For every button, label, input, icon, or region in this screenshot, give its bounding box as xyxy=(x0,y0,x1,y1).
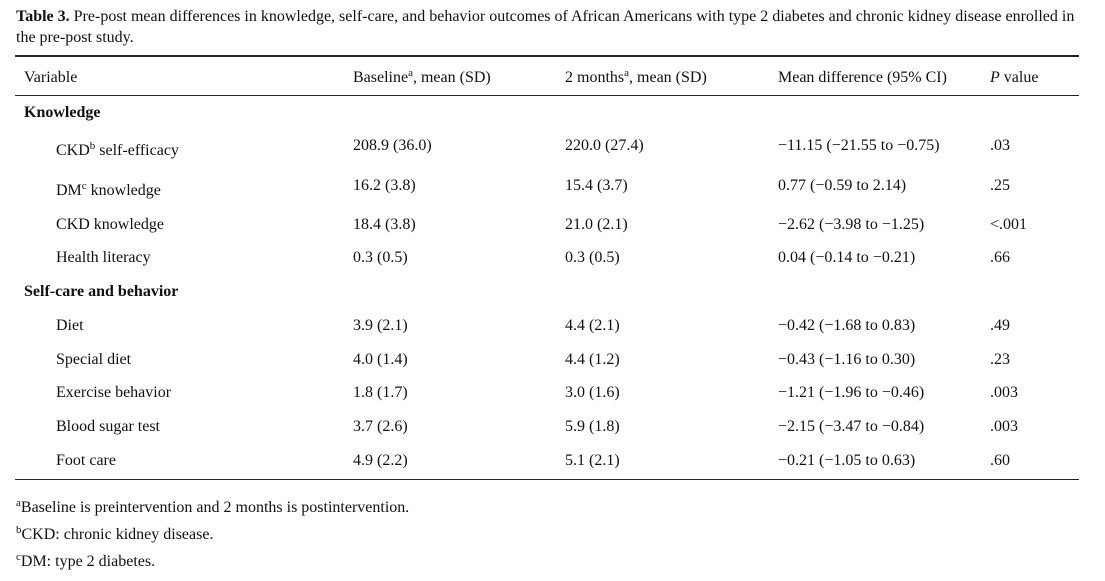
row-two-months: 21.0 (2.1) xyxy=(565,216,628,233)
row-variable-name: Diet xyxy=(56,317,84,334)
top-rule xyxy=(15,55,1079,57)
row-variable: CKDb self-efficacy xyxy=(56,141,179,161)
row-variable-name: CKD knowledge xyxy=(56,216,164,233)
header-two-months-sup: a xyxy=(624,67,630,79)
row-variable-name: CKD xyxy=(56,142,90,159)
header-variable-label: Variable xyxy=(24,69,78,86)
header-baseline: Baselinea, mean (SD) xyxy=(353,68,491,88)
table-title: Pre-post mean differences in knowledge, … xyxy=(16,8,1075,46)
row-mean-difference: 0.04 (−0.14 to −0.21) xyxy=(778,249,916,266)
header-baseline-sup: a xyxy=(408,67,413,79)
table-label: Table 3. xyxy=(16,8,70,25)
row-baseline: 18.4 (3.8) xyxy=(353,216,416,233)
row-variable-sup: b xyxy=(89,140,96,152)
row-p-value: .03 xyxy=(990,137,1010,154)
row-baseline: 3.9 (2.1) xyxy=(353,317,408,334)
row-variable: DMc knowledge xyxy=(56,181,161,201)
row-mean-difference: −2.15 (−3.47 to −0.84) xyxy=(778,418,925,435)
row-baseline: 208.9 (36.0) xyxy=(353,137,432,154)
footnote-marker: b xyxy=(16,524,22,536)
row-variable-name: Foot care xyxy=(56,452,116,469)
row-two-months: 220.0 (27.4) xyxy=(565,137,644,154)
row-variable: Blood sugar test xyxy=(56,417,160,437)
row-two-months: 5.9 (1.8) xyxy=(565,418,620,435)
row-variable-name: Exercise behavior xyxy=(56,384,172,401)
row-two-months: 15.4 (3.7) xyxy=(565,177,628,194)
header-two-months: 2 monthsa, mean (SD) xyxy=(565,68,707,88)
section-knowledge: Knowledge xyxy=(24,104,101,121)
row-variable: Exercise behavior xyxy=(56,383,171,403)
row-variable-name: Health literacy xyxy=(56,249,151,266)
footnote-text: CKD: chronic kidney disease. xyxy=(21,526,214,543)
footnote-marker: a xyxy=(16,497,21,509)
header-p-value: P value xyxy=(990,68,1038,88)
header-baseline-label: Baseline xyxy=(353,69,409,86)
row-p-value: .003 xyxy=(990,418,1018,435)
row-baseline: 3.7 (2.6) xyxy=(353,418,408,435)
row-p-value: .25 xyxy=(990,177,1010,194)
row-baseline: 16.2 (3.8) xyxy=(353,177,416,194)
row-p-value: .66 xyxy=(990,249,1010,266)
row-variable: Foot care xyxy=(56,451,116,471)
footnote: aBaseline is preintervention and 2 month… xyxy=(16,498,409,518)
row-variable: Diet xyxy=(56,316,84,336)
row-p-value: <.001 xyxy=(990,216,1028,233)
row-two-months: 5.1 (2.1) xyxy=(565,452,620,469)
header-two-months-suffix: , mean (SD) xyxy=(629,69,707,86)
row-p-value: .23 xyxy=(990,351,1010,368)
row-mean-difference: −1.21 (−1.96 to −0.46) xyxy=(778,384,925,401)
footnote-text: DM: type 2 diabetes. xyxy=(20,553,156,570)
header-p-suffix: value xyxy=(999,69,1039,86)
row-mean-difference: −11.15 (−21.55 to −0.75) xyxy=(778,137,940,154)
header-rule xyxy=(15,95,1079,96)
row-baseline: 4.9 (2.2) xyxy=(353,452,408,469)
row-baseline: 1.8 (1.7) xyxy=(353,384,408,401)
row-mean-difference: −0.43 (−1.16 to 0.30) xyxy=(778,351,916,368)
header-mean-difference: Mean difference (95% CI) xyxy=(778,68,947,88)
row-mean-difference: −2.62 (−3.98 to −1.25) xyxy=(778,216,925,233)
row-mean-difference: 0.77 (−0.59 to 2.14) xyxy=(778,177,907,194)
row-two-months: 3.0 (1.6) xyxy=(565,384,620,401)
row-p-value: .60 xyxy=(990,452,1010,469)
section-self-care: Self-care and behavior xyxy=(24,283,179,300)
row-two-months: 4.4 (1.2) xyxy=(565,351,620,368)
row-mean-difference: −0.42 (−1.68 to 0.83) xyxy=(778,317,916,334)
row-baseline: 4.0 (1.4) xyxy=(353,351,408,368)
row-variable-suffix: self-efficacy xyxy=(95,142,179,159)
row-variable-name: DM xyxy=(56,182,82,199)
row-variable: CKD knowledge xyxy=(56,215,164,235)
footnote: cDM: type 2 diabetes. xyxy=(16,552,155,572)
footnote-text: Baseline is preintervention and 2 months… xyxy=(20,499,410,516)
row-variable-suffix: knowledge xyxy=(86,182,161,199)
row-two-months: 0.3 (0.5) xyxy=(565,249,620,266)
row-baseline: 0.3 (0.5) xyxy=(353,249,408,266)
row-two-months: 4.4 (2.1) xyxy=(565,317,620,334)
row-variable: Health literacy xyxy=(56,248,151,268)
header-baseline-suffix: , mean (SD) xyxy=(412,69,491,86)
row-p-value: .49 xyxy=(990,317,1010,334)
footnote-marker: c xyxy=(16,551,21,563)
header-mean-difference-label: Mean difference (95% CI) xyxy=(778,69,947,86)
header-variable: Variable xyxy=(24,68,77,88)
footnote: bCKD: chronic kidney disease. xyxy=(16,525,213,545)
row-variable-name: Blood sugar test xyxy=(56,418,160,435)
row-variable-sup: c xyxy=(81,180,87,192)
row-mean-difference: −0.21 (−1.05 to 0.63) xyxy=(778,452,916,469)
header-p-italic: P xyxy=(990,69,1000,86)
bottom-rule xyxy=(15,479,1079,480)
row-variable: Special diet xyxy=(56,350,131,370)
row-p-value: .003 xyxy=(990,384,1018,401)
header-two-months-label: 2 months xyxy=(565,69,625,86)
table-caption: Table 3. Pre-post mean differences in kn… xyxy=(16,6,1091,48)
row-variable-name: Special diet xyxy=(56,351,132,368)
